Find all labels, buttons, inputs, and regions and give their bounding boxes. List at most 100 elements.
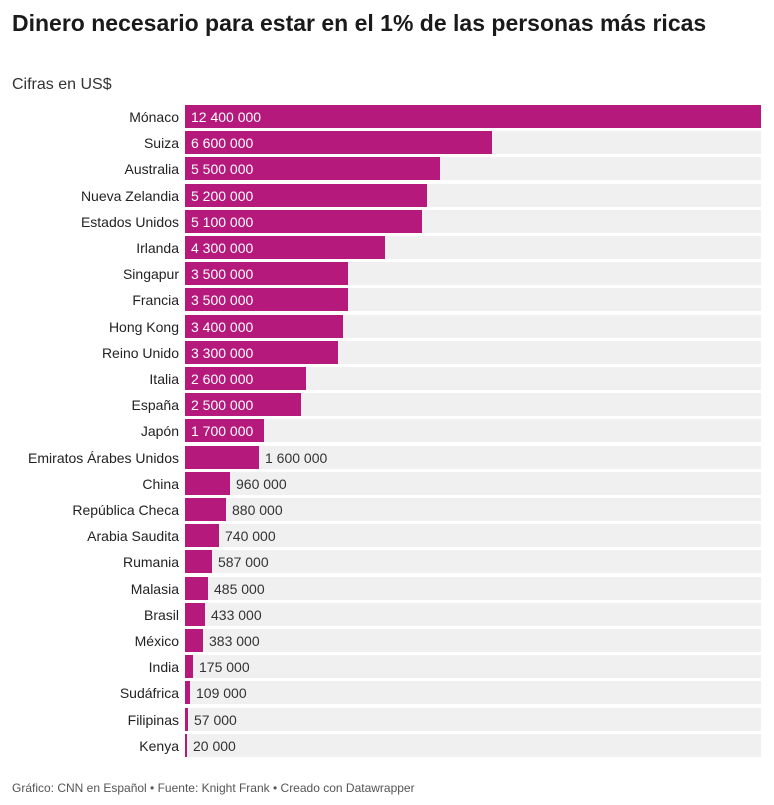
category-label: Filipinas [127,712,179,728]
bar-track [185,577,761,600]
value-label: 3 400 000 [191,319,254,335]
category-label: Rumania [122,554,179,570]
value-label: 5 500 000 [191,161,254,177]
value-label: 6 600 000 [191,135,254,151]
bar-row: Filipinas 57 000 [0,707,774,733]
category-label: India [148,659,179,675]
bar-row: Kenya 20 000 [0,733,774,759]
bar [185,157,440,180]
category-label: Emiratos Árabes Unidos [28,450,179,466]
bar-row: Arabia Saudita 740 000 [0,523,774,549]
value-label: 12 400 000 [191,109,262,125]
value-label: 740 000 [225,528,276,544]
bar-row: Rumania 587 000 [0,549,774,575]
category-label: Arabia Saudita [87,528,179,544]
bar-track [185,734,761,757]
bar [185,629,203,652]
category-label: Brasil [143,607,179,623]
value-label: 880 000 [232,502,283,518]
value-label: 383 000 [209,633,260,649]
bar [185,419,264,442]
category-label: Estados Unidos [80,214,179,230]
bar-row: Estados Unidos 5 100 000 [0,209,774,235]
bar-track [185,393,761,416]
bar-row: Malasia 485 000 [0,576,774,602]
category-label: Francia [132,292,179,308]
value-label: 960 000 [236,476,287,492]
bar [185,681,190,704]
value-label: 1 700 000 [191,423,254,439]
bar-track [185,446,761,469]
bar [185,708,188,731]
bar-row: Japón 1 700 000 [0,418,774,444]
category-label: Nueva Zelandia [80,188,179,204]
bar [185,288,348,311]
category-label: China [142,476,179,492]
value-label: 485 000 [214,581,265,597]
bar [185,315,343,338]
category-label: España [131,397,179,413]
bar-row: Mónaco 12 400 000 [0,104,774,130]
value-label: 109 000 [196,685,247,701]
bar [185,524,219,547]
bar [185,131,492,154]
category-label: Suiza [143,135,179,151]
bar-chart: Mónaco 12 400 000 Suiza 6 600 000 Australia 5… [0,104,774,760]
value-label: 1 600 000 [265,450,328,466]
bar-track [185,603,761,626]
bar-row: Emiratos Árabes Unidos 1 600 000 [0,445,774,471]
category-label: Reino Unido [101,345,179,361]
bar [185,236,385,259]
value-label: 2 500 000 [191,397,254,413]
bar [185,498,226,521]
chart-footer: Gráfico: CNN en Español • Fuente: Knight… [12,781,415,795]
bar-track [185,655,761,678]
bar [185,367,306,390]
value-label: 3 500 000 [191,266,254,282]
bar-track [185,367,761,390]
bar-track [185,629,761,652]
chart-subtitle: Cifras en US$ [12,76,112,93]
bar-row: Nueva Zelandia 5 200 000 [0,183,774,209]
value-label: 57 000 [194,712,237,728]
bar-track [185,498,761,521]
bar-row: Brasil 433 000 [0,602,774,628]
bar [185,446,259,469]
category-label: Singapur [122,266,179,282]
value-label: 175 000 [199,659,250,675]
bar-row: México 383 000 [0,628,774,654]
bar [185,341,338,364]
bar-row: Singapur 3 500 000 [0,261,774,287]
bar [185,550,212,573]
bar-track [185,708,761,731]
bar-row: Suiza 6 600 000 [0,130,774,156]
bar-track [185,472,761,495]
bar [185,262,348,285]
value-label: 587 000 [218,554,269,570]
bar-row: China 960 000 [0,471,774,497]
category-label: Kenya [139,738,179,754]
bar-row: Sudáfrica 109 000 [0,680,774,706]
bar-row: Irlanda 4 300 000 [0,235,774,261]
category-label: Mónaco [129,109,179,125]
bar-row: Reino Unido 3 300 000 [0,340,774,366]
bar [185,210,422,233]
value-label: 4 300 000 [191,240,254,256]
bar [185,105,761,128]
category-label: Japón [140,423,179,439]
bar-row: India 175 000 [0,654,774,680]
category-label: Australia [124,161,179,177]
value-label: 2 600 000 [191,371,254,387]
bar [185,655,193,678]
bar [185,603,205,626]
bar-track [185,419,761,442]
bar [185,472,230,495]
bar-row: Italia 2 600 000 [0,366,774,392]
chart-title: Dinero necesario para estar en el 1% de … [12,10,707,36]
bar [185,734,187,757]
bar-row: Australia 5 500 000 [0,156,774,182]
category-label: Italia [149,371,179,387]
category-label: Hong Kong [108,319,179,335]
bar [185,577,208,600]
bar-track [185,524,761,547]
